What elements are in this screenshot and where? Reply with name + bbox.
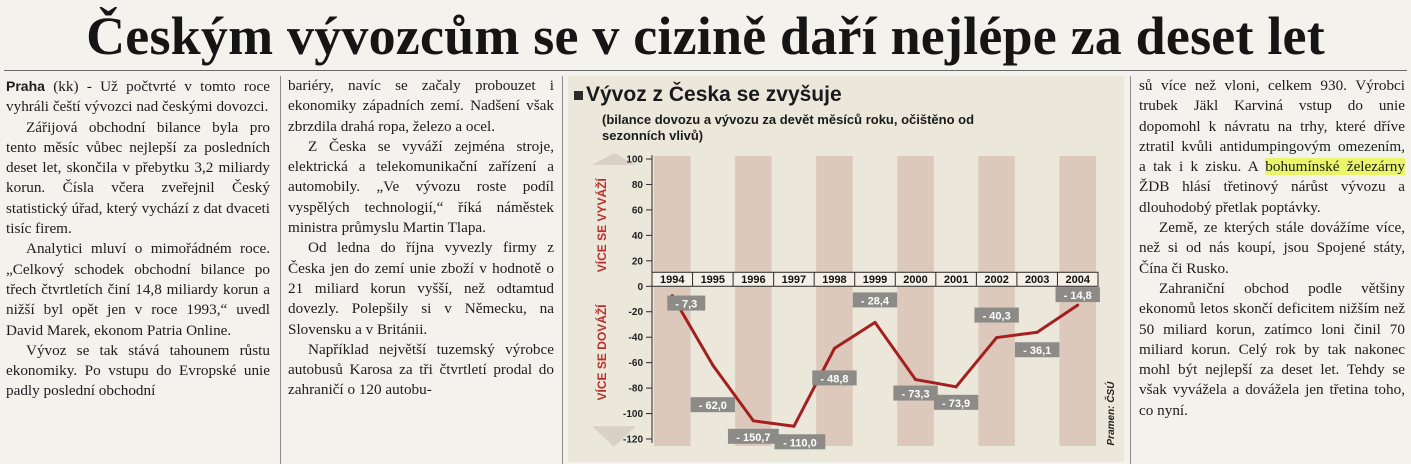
article-column-2: bariéry, navíc se začaly probouzet i eko… (288, 76, 554, 464)
column-divider (1130, 76, 1131, 464)
x-tick-label: 2001 (944, 274, 968, 286)
column-stripe (978, 156, 1015, 446)
paragraph-text: sů více než vloni, celkem 930. Výrobci t… (1139, 77, 1405, 176)
paragraph: Například největší tuzemský výrobce auto… (288, 340, 554, 399)
year-band (651, 271, 1099, 287)
y-tick-label: 80 (632, 180, 644, 191)
data-label: - 73,9 (942, 398, 970, 410)
data-point (995, 336, 999, 340)
chart-svg: 100 80 60 40 20 0 -20 -40 -60 -80 -100 -120 1994 1995… (592, 153, 1117, 450)
positive-axis-label: VÍCE SE VYVÁŽÍ (594, 178, 609, 273)
data-point (832, 346, 836, 350)
paragraph: Vývoz se tak stává tahounem růstu ekonom… (6, 341, 270, 400)
data-label-box (893, 385, 938, 401)
x-tick-label: 1999 (863, 274, 887, 286)
y-tick-label: 60 (632, 205, 644, 216)
data-label-box (667, 295, 706, 311)
data-label-box (727, 428, 779, 444)
paragraph: Analytici mluví o mimořádném roce. „Celk… (6, 240, 270, 339)
data-label-box (852, 292, 898, 308)
x-tick-label: 1996 (741, 274, 765, 286)
column-stripe (735, 156, 772, 446)
paragraph: Od ledna do října vyvezly firmy z Česka … (288, 239, 554, 338)
source-note: Pramen: ČSÚ (1104, 381, 1117, 446)
article-column-1: Praha (kk) - Už počtvrté v tomto roce vy… (6, 76, 270, 464)
chart-box: Vývoz z Česka se zvyšuje (bilance dovozu… (568, 76, 1124, 462)
column-divider (280, 76, 281, 464)
y-tick-label: -20 (629, 307, 644, 318)
data-label-box (933, 394, 979, 410)
x-tick-label: 1994 (660, 274, 685, 286)
y-tick-label: -60 (629, 358, 644, 369)
paragraph-text: (kk) - Už počtvrté v tomto roce vyhráli … (6, 78, 270, 116)
data-label: - 40,3 (983, 311, 1011, 323)
data-label: - 62,0 (699, 400, 727, 412)
data-label: - 110,0 (783, 437, 817, 449)
data-point (873, 320, 877, 324)
paragraph: Země, ze kterých stále dovážíme více, ne… (1139, 219, 1405, 277)
data-point (711, 363, 715, 367)
negative-axis-label: VÍCE SE DOVÁŽÍ (594, 304, 609, 401)
data-label: - 48,8 (820, 373, 848, 385)
column-stripe (816, 156, 853, 446)
data-label: - 7,3 (675, 299, 697, 311)
data-label-box (1014, 342, 1060, 358)
highlighted-text: bohumínské železárny (1265, 158, 1405, 176)
headline: Českým vývozcům se v cizině daří nejlépe… (86, 6, 1325, 66)
paragraph: Z Česka se vyváží zejména stroje, elektr… (288, 137, 554, 237)
data-label: - 28,4 (861, 295, 890, 307)
data-point (751, 419, 755, 423)
x-tick-label: 2002 (984, 274, 1008, 286)
data-point (914, 378, 918, 382)
data-label: - 14,8 (1064, 290, 1092, 302)
down-arrow-shape (592, 426, 636, 447)
x-tick-label: 1995 (701, 274, 725, 286)
data-label-box (690, 397, 736, 413)
y-tick-label: 100 (626, 155, 643, 166)
data-point (1035, 330, 1039, 334)
column-divider (562, 76, 563, 464)
column-stripe (897, 156, 934, 446)
y-tick-label: -80 (629, 384, 644, 395)
data-label-box (1055, 287, 1100, 303)
y-tick-label: 40 (632, 231, 644, 242)
data-point (954, 385, 958, 389)
article-column-3: sů více než vloni, celkem 930. Výrobci t… (1139, 76, 1405, 464)
paragraph: Praha (kk) - Už počtvrté v tomto roce vy… (6, 76, 270, 118)
y-tick-label: 0 (637, 282, 643, 293)
paragraph: bariéry, navíc se začaly probouzet i eko… (288, 77, 554, 135)
byline-city: Praha (6, 78, 45, 94)
x-tick-label: 2003 (1025, 274, 1049, 286)
title-bullet (574, 91, 583, 100)
y-tick-label: -100 (623, 409, 643, 420)
data-label: - 150,7 (736, 432, 770, 444)
x-tick-label: 2004 (1065, 274, 1090, 286)
paragraph: sů více než vloni, celkem 930. Výrobci t… (1139, 76, 1405, 218)
x-tick-label: 1998 (822, 274, 846, 286)
y-tick-label: -40 (629, 333, 644, 344)
up-arrow-shape (592, 153, 636, 165)
data-point (792, 424, 796, 428)
data-label-box (974, 307, 1019, 323)
data-point (1076, 303, 1080, 307)
data-label-box (774, 434, 826, 450)
x-tick-label: 1997 (782, 274, 806, 286)
paragraph: Zářijová obchodní bilance byla pro tento… (6, 118, 270, 238)
data-label: - 73,3 (901, 389, 929, 401)
paragraph: Zahraniční obchod podle většiny ekonomů … (1139, 279, 1405, 419)
paragraph-text: ŽDB hlásí třetinový nárůst vývozu a dlou… (1139, 178, 1405, 216)
data-label: - 36,1 (1023, 345, 1051, 357)
y-tick-label: 20 (632, 256, 644, 267)
x-tick-label: 2000 (903, 274, 927, 286)
top-rule (4, 70, 1407, 71)
chart-subtitle: (bilance dovozu a vývozu za devět měsíců… (602, 112, 975, 143)
chart-title: Vývoz z Česka se zvyšuje (586, 83, 842, 106)
data-label-box (812, 370, 857, 386)
y-tick-label: -120 (623, 435, 643, 446)
